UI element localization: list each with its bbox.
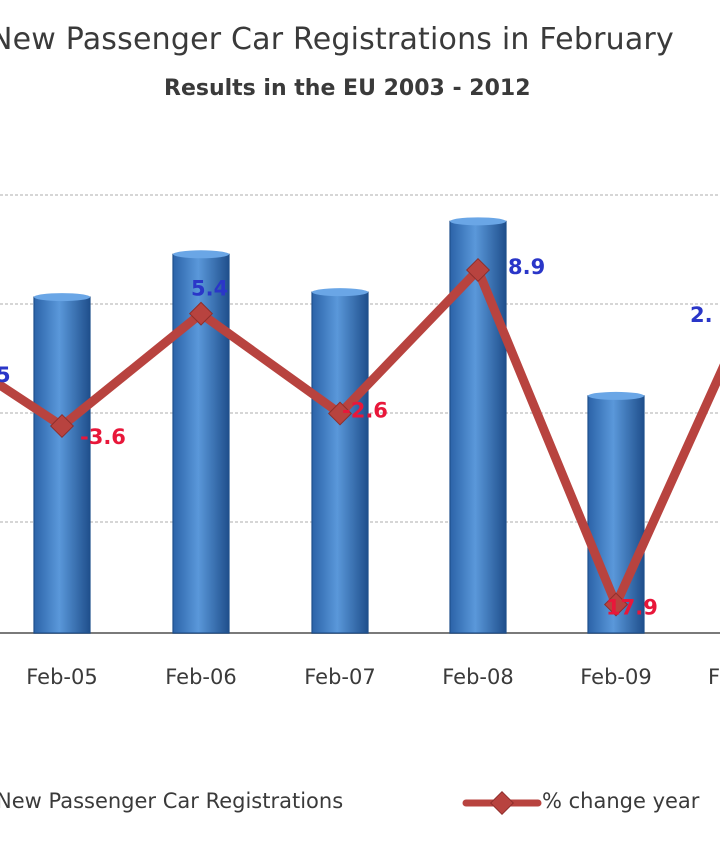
legend: New Passenger Car Registrations % change… <box>0 786 720 822</box>
legend-label-percent-change: % change year <box>542 789 700 813</box>
bar-cap <box>34 293 90 302</box>
data-label-feb-06: 5.4 <box>191 277 228 301</box>
chart-subtitle: Results in the EU 2003 - 2012 <box>164 76 531 101</box>
x-axis-ticks: Feb-05 Feb-06 Feb-07 Feb-08 Feb-09 F <box>26 665 720 689</box>
bar-series <box>33 217 645 634</box>
data-label-feb-08: 8.9 <box>508 255 545 279</box>
x-tick-label-feb-09: Feb-09 <box>580 665 651 689</box>
x-tick-label-feb-05: Feb-05 <box>26 665 97 689</box>
data-label-right-edge: 2. <box>690 303 713 327</box>
chart-plot: -3.6 5.4 -2.6 8.9 17.9 5 2. Feb-05 Feb-06 Feb-07… <box>0 194 720 689</box>
chart-title: New Passenger Car Registrations in Febru… <box>0 22 674 57</box>
bar-cap <box>588 391 644 400</box>
data-label-feb-05: -3.6 <box>80 425 126 449</box>
line-marker-feb-05 <box>49 413 75 439</box>
x-tick-label-feb-08: Feb-08 <box>442 665 513 689</box>
data-labels: -3.6 5.4 -2.6 8.9 17.9 5 2. <box>0 255 713 619</box>
legend-label-registrations: New Passenger Car Registrations <box>0 789 344 813</box>
line-marker-feb-06 <box>188 301 214 326</box>
bar-cap <box>312 288 368 297</box>
data-label-feb-09: 17.9 <box>606 595 658 619</box>
bar-cap <box>450 217 506 226</box>
line-marker-feb-08 <box>465 257 491 283</box>
bar-cap <box>173 250 229 259</box>
legend-line-marker-icon <box>462 790 542 816</box>
bar-feb-07 <box>311 291 369 634</box>
line-series <box>0 257 720 617</box>
x-tick-label-right-edge: F <box>708 665 720 689</box>
x-tick-label-feb-07: Feb-07 <box>304 665 375 689</box>
bar-feb-05 <box>33 296 91 634</box>
x-tick-label-feb-06: Feb-06 <box>165 665 236 689</box>
line-marker-feb-07 <box>327 401 353 426</box>
data-label-left-edge: 5 <box>0 363 11 387</box>
data-label-feb-07: -2.6 <box>342 399 388 423</box>
bar-feb-08 <box>449 220 507 634</box>
line-marker-feb-09 <box>603 592 629 617</box>
